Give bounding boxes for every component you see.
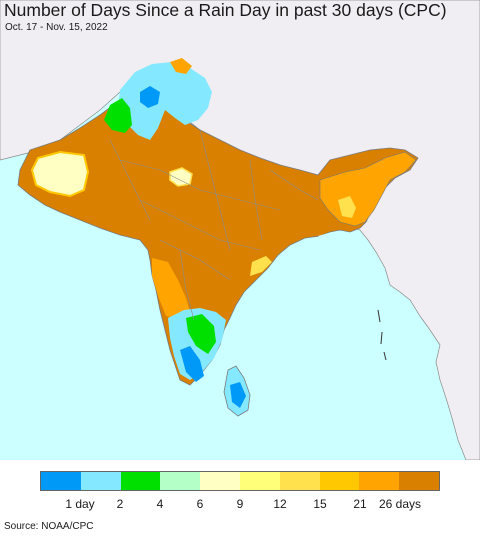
kashmir-green-zone — [104, 98, 132, 133]
central-india-yellow-spot — [169, 167, 193, 187]
legend-swatch — [80, 472, 121, 490]
legend-tick-label: 2 — [116, 497, 124, 511]
legend-swatch — [399, 472, 439, 490]
legend-tick-label: 21 — [353, 497, 367, 511]
bay-of-bengal-coast — [318, 232, 356, 246]
color-legend — [40, 471, 440, 491]
kashmir-deep-blue-zone — [140, 86, 160, 108]
bangladesh-yellow-zone — [338, 196, 356, 218]
date-range: Oct. 17 - Nov. 15, 2022 — [5, 22, 108, 33]
legend-swatch — [200, 472, 240, 490]
legend-tick-label: 4 — [156, 497, 164, 511]
state-boundaries — [109, 129, 319, 321]
map-title: Number of Days Since a Rain Day in past … — [4, 0, 447, 20]
rain-days-map — [0, 0, 480, 460]
legend-tick-label: 15 — [313, 497, 327, 511]
kashmir-blue-zone — [118, 62, 212, 140]
south-india-green-zone — [186, 314, 216, 354]
himalaya-orange-zone — [170, 58, 192, 74]
legend-tick-label: 12 — [273, 497, 287, 511]
legend-swatch — [160, 472, 201, 490]
legend-swatch — [279, 472, 320, 490]
peninsula-orange-zone — [152, 258, 190, 320]
legend-tick-label: 9 — [236, 497, 244, 511]
legend-swatch — [120, 472, 161, 490]
sri-lanka-deep-blue-zone — [230, 382, 246, 408]
east-coast-yellow-strip — [250, 256, 272, 276]
andaman-islands — [377, 309, 387, 361]
legend-tick-label: 26 days — [378, 497, 422, 511]
legend-tick-label: 6 — [196, 497, 204, 511]
south-tip-deep-blue-zone — [180, 346, 204, 382]
legend-swatch — [41, 472, 81, 490]
legend-swatch — [239, 472, 280, 490]
source-credit: Source: NOAA/CPC — [4, 521, 94, 532]
legend-swatch — [319, 472, 360, 490]
pakistan-yellow-zone — [30, 150, 90, 198]
legend-swatch — [359, 472, 400, 490]
legend-tick-label: 1 day — [65, 497, 95, 511]
